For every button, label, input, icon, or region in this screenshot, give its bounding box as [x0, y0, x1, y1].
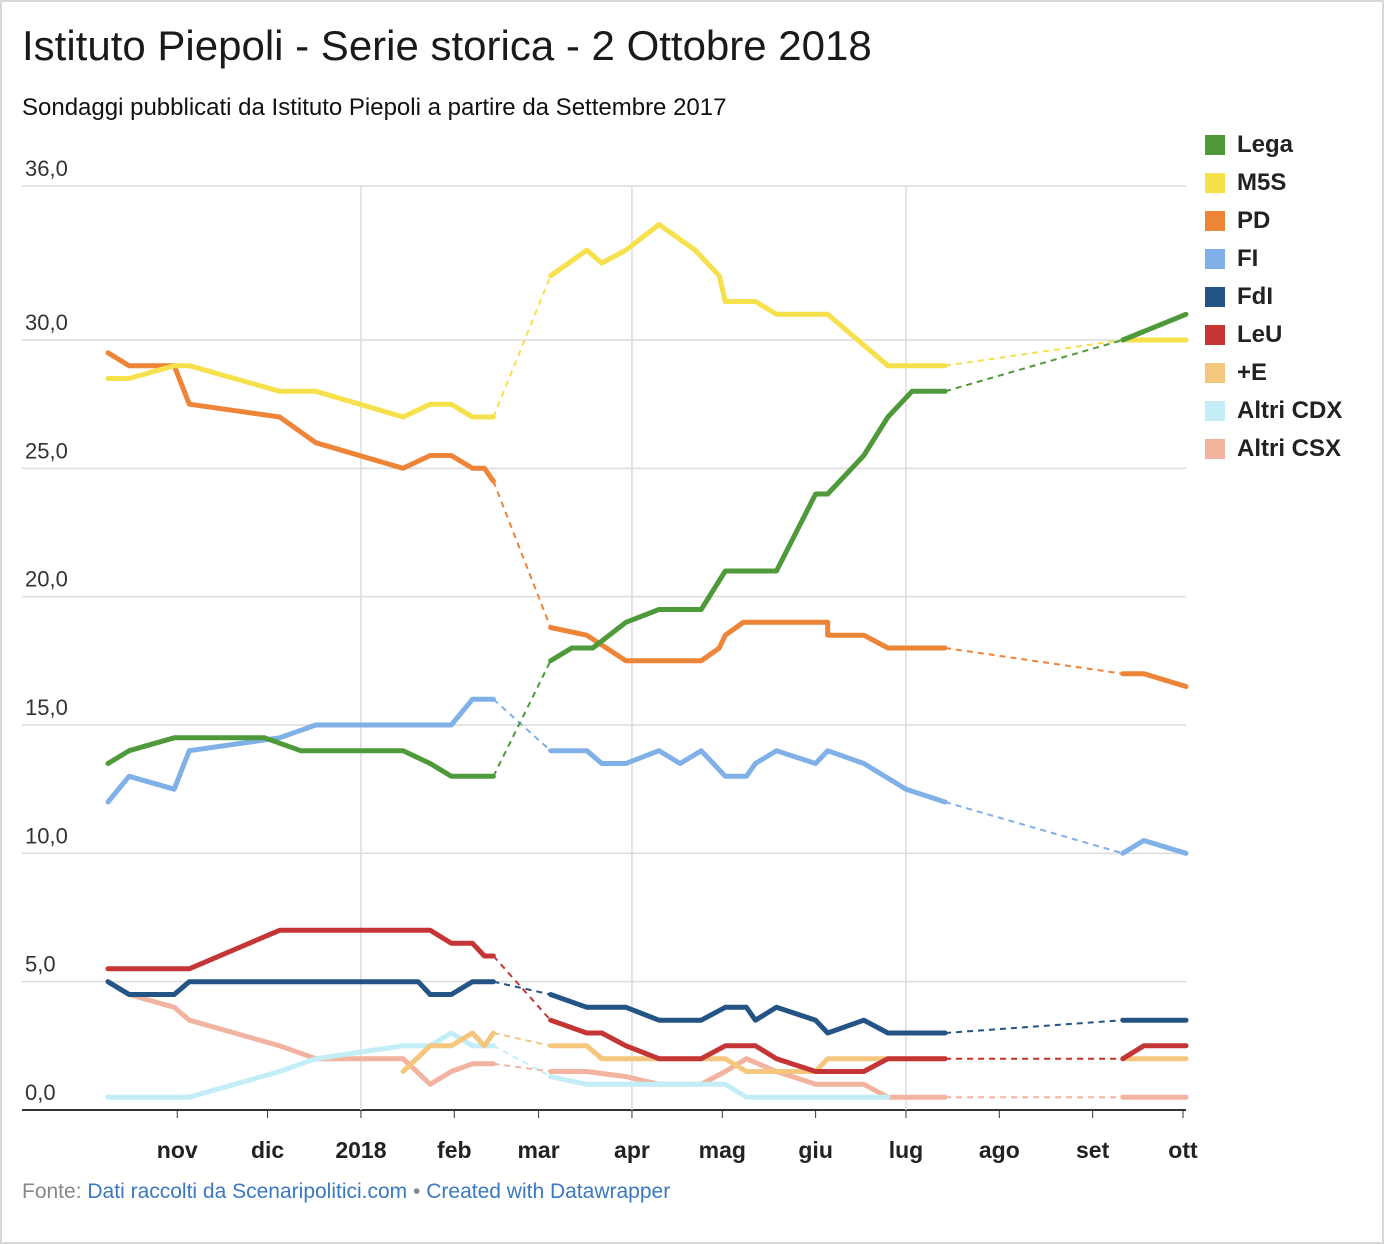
- series-fdi-line: [105, 979, 496, 997]
- series-fi-line: [1120, 838, 1189, 856]
- series-m5s-dashed-line: [944, 339, 1123, 367]
- legend-label: M5S: [1237, 169, 1287, 196]
- legend-swatch: [1205, 249, 1225, 269]
- series-fdi-line: [548, 992, 948, 1036]
- series-leu-line: [1120, 1043, 1189, 1062]
- series-e-line: [548, 1043, 948, 1074]
- x-tick-label: nov: [157, 1137, 198, 1163]
- y-tick-label: 15,0: [25, 695, 68, 720]
- footer: Fonte: Dati raccolti da Scenaripolitici.…: [22, 1180, 670, 1204]
- series-e-line: [400, 1030, 496, 1074]
- legend-swatch: [1205, 135, 1225, 155]
- legend-item-altri-cdx: Altri CDX: [1205, 392, 1342, 430]
- legend-item-fi: FI: [1205, 240, 1342, 278]
- series-fdi-dashed-line: [493, 980, 551, 996]
- legend-item-altri-csx: Altri CSX: [1205, 430, 1342, 468]
- series-pd-dashed-line: [944, 647, 1123, 675]
- x-tick-label: dic: [251, 1137, 284, 1163]
- series-altri-cdx-dashed-line: [492, 1044, 552, 1078]
- legend-swatch: [1205, 363, 1225, 383]
- legend: Lega M5S PD FI FdI LeU +E Altri CDX Altri CSX: [1205, 126, 1342, 468]
- y-tick-label: 36,0: [25, 156, 68, 181]
- legend-label: Lega: [1237, 131, 1294, 158]
- legend-swatch: [1205, 173, 1225, 193]
- series-fi-line: [548, 748, 948, 805]
- x-tick-label: feb: [437, 1137, 472, 1163]
- legend-swatch: [1205, 211, 1225, 231]
- series-lega-line: [548, 388, 948, 664]
- series-e-dashed-line: [493, 1032, 551, 1047]
- y-tick-label: 25,0: [25, 438, 68, 463]
- series-fdi-dashed-line: [945, 1019, 1123, 1034]
- series-lega-dashed-line: [492, 660, 552, 777]
- legend-label: +E: [1237, 359, 1268, 386]
- legend-item-lega: Lega: [1205, 126, 1342, 164]
- legend-label: Altri CSX: [1237, 435, 1342, 462]
- legend-label: LeU: [1237, 321, 1283, 348]
- x-tick-label: giu: [798, 1137, 833, 1163]
- footer-separator: •: [413, 1180, 421, 1203]
- y-tick-label: 5,0: [25, 952, 56, 977]
- x-tick-label: mag: [699, 1137, 746, 1163]
- x-tick-label: lug: [889, 1137, 924, 1163]
- series-pd-line: [1120, 671, 1189, 689]
- series-pd-line: [105, 350, 496, 484]
- x-tick-label: 2018: [335, 1137, 386, 1163]
- y-tick-label: 0,0: [25, 1080, 56, 1105]
- legend-label: FdI: [1237, 283, 1273, 310]
- x-tick-label: ott: [1168, 1137, 1198, 1163]
- series-lega-line: [1120, 311, 1189, 343]
- legend-item-m5s: M5S: [1205, 164, 1342, 202]
- series-fi-dashed-line: [492, 698, 552, 752]
- source-link[interactable]: Dati raccolti da Scenaripolitici.com: [87, 1180, 408, 1203]
- x-tick-label: set: [1076, 1137, 1110, 1163]
- series-leu-line: [105, 927, 496, 972]
- y-tick-label: 20,0: [25, 567, 68, 592]
- series-lega-dashed-line: [944, 339, 1124, 393]
- series-fi-dashed-line: [944, 801, 1124, 855]
- series-altri-cdx-line: [548, 1074, 891, 1100]
- x-tick-label: mar: [517, 1137, 559, 1163]
- y-tick-label: 30,0: [25, 310, 68, 335]
- legend-swatch: [1205, 287, 1225, 307]
- legend-label: Altri CDX: [1237, 397, 1343, 424]
- legend-item-leu: LeU: [1205, 316, 1342, 354]
- legend-label: PD: [1237, 207, 1271, 234]
- series-m5s-line: [105, 363, 496, 420]
- legend-item-fdi: FdI: [1205, 278, 1342, 316]
- legend-item-pd: PD: [1205, 202, 1342, 240]
- series-lega-line: [105, 735, 496, 779]
- series-pd-dashed-line: [492, 480, 552, 628]
- series-fi-line: [105, 696, 496, 805]
- series-altri-csx-dashed-line: [493, 1062, 551, 1073]
- legend-swatch: [1205, 325, 1225, 345]
- legend-item-e: +E: [1205, 354, 1342, 392]
- legend-swatch: [1205, 401, 1225, 421]
- chart-subtitle: Sondaggi pubblicati da Istituto Piepoli …: [22, 94, 727, 121]
- series-altri-csx-line: [548, 1056, 948, 1100]
- x-tick-label: apr: [614, 1137, 650, 1163]
- datawrapper-link[interactable]: Created with Datawrapper: [426, 1180, 671, 1203]
- series-pd-line: [548, 619, 948, 664]
- series-leu-line: [548, 1017, 948, 1074]
- series-leu-dashed-line: [492, 955, 552, 1021]
- series-m5s-dashed-line: [492, 275, 552, 418]
- legend-swatch: [1205, 439, 1225, 459]
- series-altri-cdx-line: [105, 1030, 496, 1100]
- y-tick-label: 10,0: [25, 823, 68, 848]
- series-m5s-line: [548, 222, 948, 369]
- footer-prefix: Fonte:: [22, 1180, 82, 1203]
- x-tick-label: ago: [979, 1137, 1020, 1163]
- legend-label: FI: [1237, 245, 1259, 272]
- series-altri-csx-line: [105, 979, 496, 1087]
- chart-title: Istituto Piepoli - Serie storica - 2 Ott…: [22, 22, 872, 69]
